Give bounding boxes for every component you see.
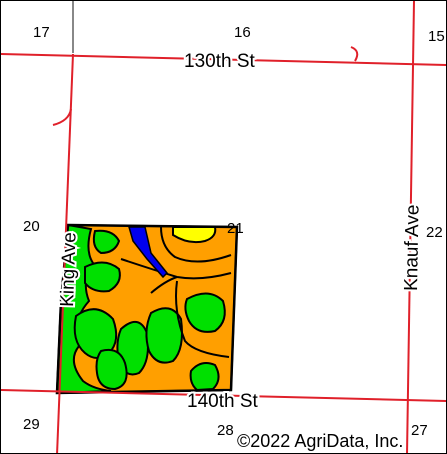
road-king-ave	[56, 53, 74, 453]
soil-unit-green	[92, 229, 121, 255]
section-number-22: 22	[426, 224, 443, 241]
road-140th-st	[1, 389, 446, 402]
road-label-north: 130th St	[184, 51, 255, 72]
road-130th-st	[1, 53, 446, 66]
soil-unit-green	[84, 261, 121, 293]
soil-unit-green	[95, 348, 128, 391]
soil-boundary	[150, 276, 178, 294]
section-number-27: 27	[411, 422, 428, 439]
road-label-east: Knauf Ave	[401, 204, 424, 291]
soil-unit-yellow	[172, 226, 217, 244]
field-outline	[55, 223, 239, 395]
section-number-16: 16	[234, 24, 251, 41]
section-number-29: 29	[23, 416, 40, 433]
water-feature	[128, 226, 169, 279]
road-knauf-ave	[406, 1, 415, 453]
soil-unit-green	[184, 292, 226, 333]
soil-boundary	[160, 226, 232, 263]
section-number-20: 20	[23, 218, 40, 235]
section-number-17: 17	[33, 24, 50, 41]
road-label-west: King Ave	[57, 232, 81, 307]
section-number-15: 15	[428, 28, 445, 45]
field-parcel	[55, 223, 239, 395]
soil-unit-green	[145, 307, 183, 364]
copyright-notice: ©2022 AgriData, Inc.	[237, 431, 403, 451]
road-stub	[350, 46, 359, 62]
soil-unit-green	[189, 362, 220, 392]
road-stub	[52, 108, 72, 126]
section-number-21: 21	[227, 220, 244, 237]
road-label-south: 140th St	[187, 391, 258, 412]
soil-boundary	[175, 280, 230, 358]
section-number-28: 28	[217, 422, 234, 439]
